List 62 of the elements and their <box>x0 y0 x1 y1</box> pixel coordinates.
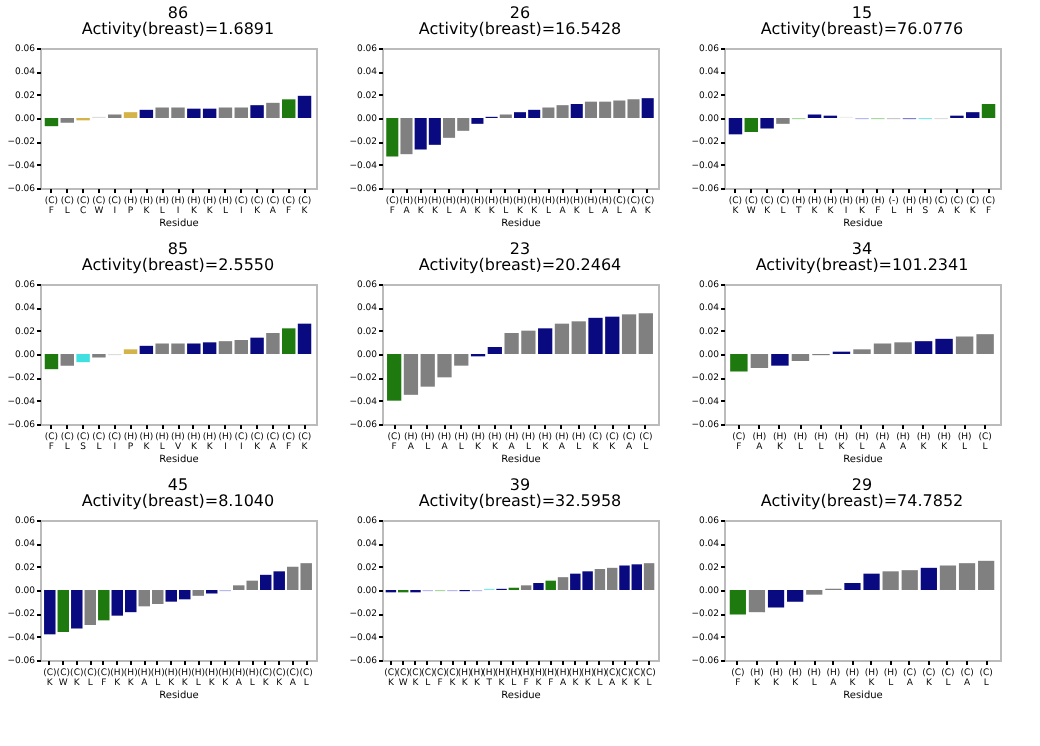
chart-subtitle: Activity(breast)=2.5550 <box>81 256 275 274</box>
chart-title: 34 <box>851 240 873 258</box>
bar <box>123 112 138 118</box>
bar <box>920 567 937 590</box>
bar <box>400 118 413 155</box>
bar <box>771 354 789 366</box>
chart-subtitle: Activity(breast)=76.0776 <box>760 20 964 38</box>
bar <box>776 118 790 124</box>
bar <box>570 104 583 118</box>
bar <box>139 109 154 118</box>
chart-subtitle: Activity(breast)=8.1040 <box>81 492 275 510</box>
bar <box>60 354 75 366</box>
chart-title: 29 <box>851 476 873 494</box>
chart-subtitle: Activity(breast)=32.5958 <box>418 492 622 510</box>
chart-title: 86 <box>167 4 189 22</box>
bar <box>545 580 556 590</box>
bar <box>266 102 280 118</box>
bar <box>84 590 97 625</box>
bar <box>44 118 59 127</box>
bar <box>71 590 83 629</box>
chart-title: 23 <box>509 240 531 258</box>
bar <box>98 590 110 621</box>
bar <box>250 337 264 354</box>
chart-subtitle: Activity(breast)=101.2341 <box>755 256 969 274</box>
bar <box>748 590 766 613</box>
bar <box>281 99 296 118</box>
bar <box>387 354 402 401</box>
chart-subtitle: Activity(breast)=74.7852 <box>760 492 964 510</box>
bar <box>750 354 769 368</box>
bar <box>760 118 774 129</box>
bar <box>386 118 399 157</box>
bar <box>730 354 748 372</box>
bar <box>744 118 759 132</box>
bar <box>250 105 264 118</box>
chart-subtitle: Activity(breast)=20.2464 <box>418 256 622 274</box>
chart-title: 26 <box>509 4 531 22</box>
bar <box>557 577 569 590</box>
bar <box>728 118 743 135</box>
chart-title: 39 <box>509 476 531 494</box>
bar <box>487 347 502 354</box>
bar <box>266 333 280 354</box>
bar <box>44 590 56 635</box>
bar <box>192 590 204 596</box>
chart-title: 45 <box>167 476 189 494</box>
bar <box>641 98 654 118</box>
bar <box>297 323 312 354</box>
bar <box>981 104 996 118</box>
bar <box>76 354 90 363</box>
chart-subtitle: Activity(breast)=16.5428 <box>418 20 622 38</box>
bar <box>533 583 544 590</box>
bar <box>139 345 154 354</box>
bar <box>471 118 484 124</box>
chart-subtitle: Activity(breast)=1.6891 <box>81 20 275 38</box>
chart-title: 85 <box>167 240 189 258</box>
bar <box>57 590 70 632</box>
bar <box>281 328 296 354</box>
bar <box>643 563 655 590</box>
bar <box>538 328 553 354</box>
bar <box>729 590 746 615</box>
bar <box>297 95 312 118</box>
chart-title: 15 <box>851 4 873 22</box>
bar <box>44 354 59 370</box>
